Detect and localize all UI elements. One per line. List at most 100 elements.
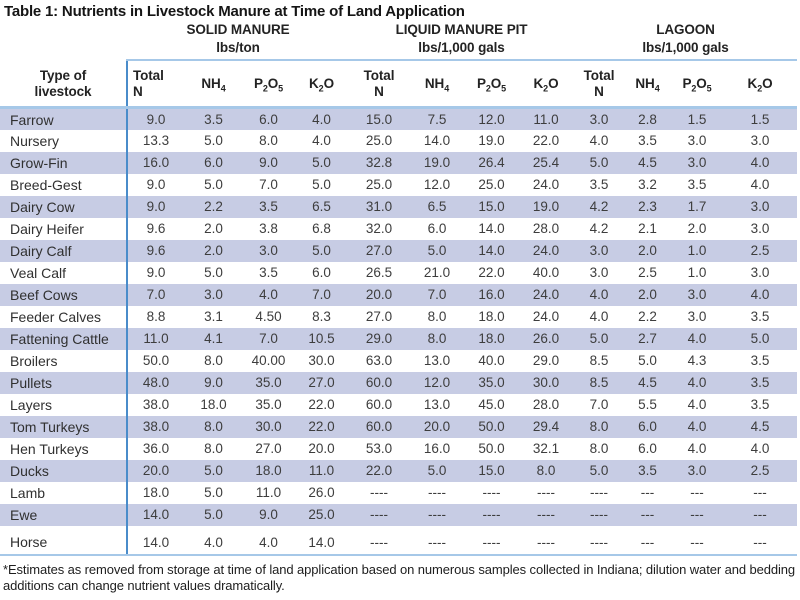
col-header-liquid-manure-pit-p2o5: P2O5	[465, 60, 518, 110]
table-cell: 15.0	[478, 199, 505, 215]
table-cell: ----	[465, 525, 518, 556]
table-row: Pullets 48.0 9.0 35.0 27.0 60.0 12.0 35.0 30.0 8.…	[0, 371, 798, 394]
table-cell: 16.0	[478, 287, 505, 303]
group-units: lbs/1,000 gals	[418, 39, 505, 55]
table-body: Farrow 9.0 3.5 6.0 4.0 15.0 7.5 12.0 11.0 3.0 2.8 1…	[0, 107, 798, 556]
table-cell: 1.0	[687, 243, 707, 259]
table-cell: 11.0	[308, 463, 335, 479]
table-cell: 3.5	[687, 177, 707, 193]
table-cell: 25.0	[365, 133, 393, 149]
table-cell: 48.0	[126, 371, 184, 394]
type-of-livestock-header: Type of livestock	[0, 60, 127, 110]
table-cell: 60.0	[365, 397, 393, 413]
table-cell: 20.0	[126, 459, 184, 482]
table-cell: 50.0	[478, 441, 505, 457]
table-cell: 9.0	[204, 375, 223, 391]
table-cell: 4.0	[750, 177, 770, 193]
table-cell: 2.0	[687, 221, 707, 237]
table-cell: ----	[482, 507, 501, 523]
table-cell: 12.0	[478, 112, 505, 128]
livestock-name: Broilers	[10, 352, 58, 369]
table-cell: 7.0	[126, 283, 184, 306]
footnote: *Estimates as removed from storage at ti…	[3, 561, 796, 593]
livestock-name: Dairy Cow	[10, 198, 75, 215]
table-cell: ---	[723, 525, 798, 556]
table-cell: ----	[590, 507, 608, 523]
table-row: Fattening Cattle 11.0 4.1 7.0 10.5 29.0 8.0 18.…	[0, 327, 798, 350]
table-cell: 5.0	[204, 463, 223, 479]
table-cell: ----	[409, 525, 465, 556]
col-header-lagoon-k2o: K2O	[723, 60, 798, 110]
col-header-liquid-manure-pit-k2o: K2O	[518, 60, 574, 110]
livestock-name: Feeder Calves	[10, 308, 102, 325]
table-cell: 40.0	[532, 265, 560, 281]
table-cell: ----	[349, 525, 409, 556]
table-cell: 35.0	[255, 397, 282, 413]
table-cell: 2.0	[204, 243, 223, 259]
table-row: Dairy Heifer 9.6 2.0 3.8 6.8 32.0 6.0 14.0 28.0 4…	[0, 217, 797, 240]
table-cell: 29.0	[532, 353, 560, 369]
table-cell: 9.6	[126, 239, 184, 262]
table-cell: 35.0	[478, 375, 505, 391]
table-cell: 35.0	[255, 375, 282, 391]
table-cell: 4.2	[589, 221, 609, 237]
table-row: Grow-Fin 16.0 6.0 9.0 5.0 32.8 19.0 26.4 25.4 5.0…	[0, 151, 798, 174]
table-cell: 3.0	[687, 309, 707, 325]
table-cell: 18.0	[478, 331, 505, 347]
table-cell: 30.0	[532, 375, 560, 391]
corner-cell	[0, 21, 127, 60]
table-cell: 3.5	[750, 309, 770, 325]
table-cell: 20.0	[423, 419, 451, 435]
table-cell: 3.8	[259, 221, 278, 237]
table-cell: 19.0	[532, 199, 560, 215]
table-cell: 22.0	[365, 463, 393, 479]
table-cell: 25.0	[478, 177, 505, 193]
table-cell: ----	[590, 485, 608, 501]
table-cell: 6.8	[312, 221, 331, 237]
table-cell: 13.0	[423, 353, 451, 369]
table-cell: 4.0	[589, 133, 609, 149]
table-cell: 9.0	[126, 173, 184, 196]
table-cell: 16.0	[126, 151, 184, 174]
table-cell: 30.0	[255, 419, 282, 435]
table-cell: 2.1	[638, 221, 657, 237]
table-cell: 14.0	[478, 243, 505, 259]
table-cell: 22.0	[532, 133, 560, 149]
table-cell: 2.0	[638, 243, 657, 259]
table-cell: 7.0	[259, 331, 278, 347]
table-cell: 50.0	[478, 419, 505, 435]
table-cell: 13.0	[423, 397, 451, 413]
table-cell: 40.00	[251, 353, 286, 369]
table-cell: 45.0	[478, 397, 505, 413]
table-cell: ----	[370, 485, 388, 501]
table-cell: 11.0	[533, 112, 559, 128]
table-cell: 3.5	[638, 463, 657, 479]
table-cell: 5.0	[589, 155, 609, 171]
table-cell: 63.0	[365, 353, 393, 369]
table-cell: 4.2	[589, 199, 609, 215]
table-cell: 8.0	[204, 419, 223, 435]
table-cell: 4.5	[750, 419, 770, 435]
table-cell: 4.0	[687, 419, 707, 435]
table-cell: 1.5	[750, 112, 770, 128]
table-cell: 4.1	[204, 331, 223, 347]
table-cell: 3.5	[750, 353, 770, 369]
table-cell: 6.0	[312, 265, 331, 281]
table-cell: 4.0	[750, 287, 770, 303]
table-cell: 5.0	[204, 485, 223, 501]
table-cell: 7.0	[312, 287, 331, 303]
table-cell: 3.1	[204, 309, 223, 325]
table-cell: ----	[537, 507, 555, 523]
livestock-name: Grow-Fin	[10, 154, 68, 171]
table-cell: 2.0	[638, 287, 657, 303]
table-cell: 14.0	[126, 503, 184, 526]
col-header-solid-manure-nh4: NH4	[184, 60, 243, 110]
table-cell: 26.5	[365, 265, 393, 281]
table-cell: 38.0	[126, 415, 184, 438]
table-cell: 60.0	[365, 375, 393, 391]
table-cell: ---	[624, 525, 671, 556]
livestock-name: Layers	[10, 396, 53, 413]
livestock-name: Ducks	[10, 462, 49, 479]
table-cell: 1.0	[687, 265, 707, 281]
group-header-lagoon: LAGOON lbs/1,000 gals	[574, 21, 798, 62]
